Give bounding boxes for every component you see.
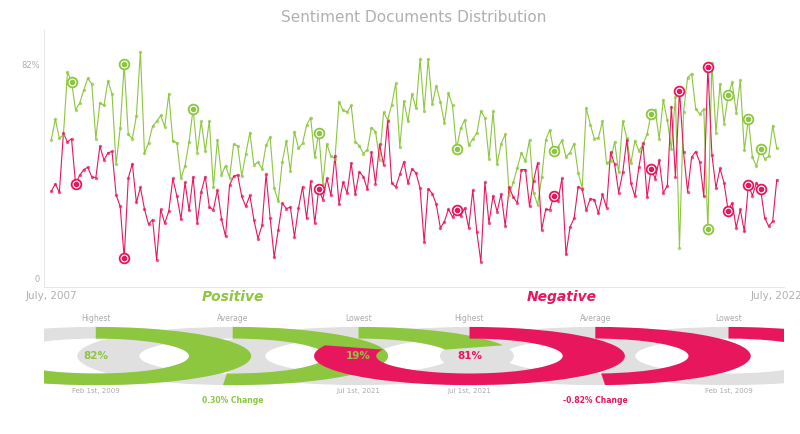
Wedge shape — [0, 327, 251, 385]
Text: 51%: 51% — [220, 351, 246, 361]
Wedge shape — [223, 327, 388, 385]
Text: Positive: Positive — [202, 289, 264, 303]
Text: Negative: Negative — [527, 289, 597, 303]
Wedge shape — [595, 327, 750, 385]
Title: Sentiment Documents Distribution: Sentiment Documents Distribution — [282, 10, 546, 25]
Text: 49%: 49% — [582, 351, 608, 361]
Wedge shape — [203, 327, 514, 385]
Text: Jul 1st, 2021: Jul 1st, 2021 — [337, 388, 381, 394]
Wedge shape — [729, 327, 800, 349]
Text: 81%: 81% — [457, 351, 482, 361]
Text: 19%: 19% — [346, 351, 371, 361]
Wedge shape — [314, 327, 625, 385]
Text: Lowest: Lowest — [345, 315, 372, 323]
Text: Lowest: Lowest — [715, 315, 742, 323]
Wedge shape — [0, 327, 251, 385]
Text: Feb 1st, 2009: Feb 1st, 2009 — [705, 388, 752, 394]
Text: 0.30% Change: 0.30% Change — [202, 396, 263, 405]
Text: 82%: 82% — [83, 351, 108, 361]
Text: Feb 1st, 2009: Feb 1st, 2009 — [72, 388, 120, 394]
Text: Highest: Highest — [81, 315, 110, 323]
Text: Average: Average — [580, 315, 611, 323]
Wedge shape — [314, 327, 625, 385]
Wedge shape — [358, 327, 503, 350]
Text: Average: Average — [217, 315, 248, 323]
Wedge shape — [78, 327, 388, 385]
Text: Highest: Highest — [454, 315, 484, 323]
Wedge shape — [573, 327, 800, 385]
Text: -0.82% Change: -0.82% Change — [563, 396, 628, 405]
Text: 18%: 18% — [716, 351, 741, 361]
Text: Jul 1st, 2021: Jul 1st, 2021 — [447, 388, 491, 394]
Wedge shape — [440, 327, 750, 385]
